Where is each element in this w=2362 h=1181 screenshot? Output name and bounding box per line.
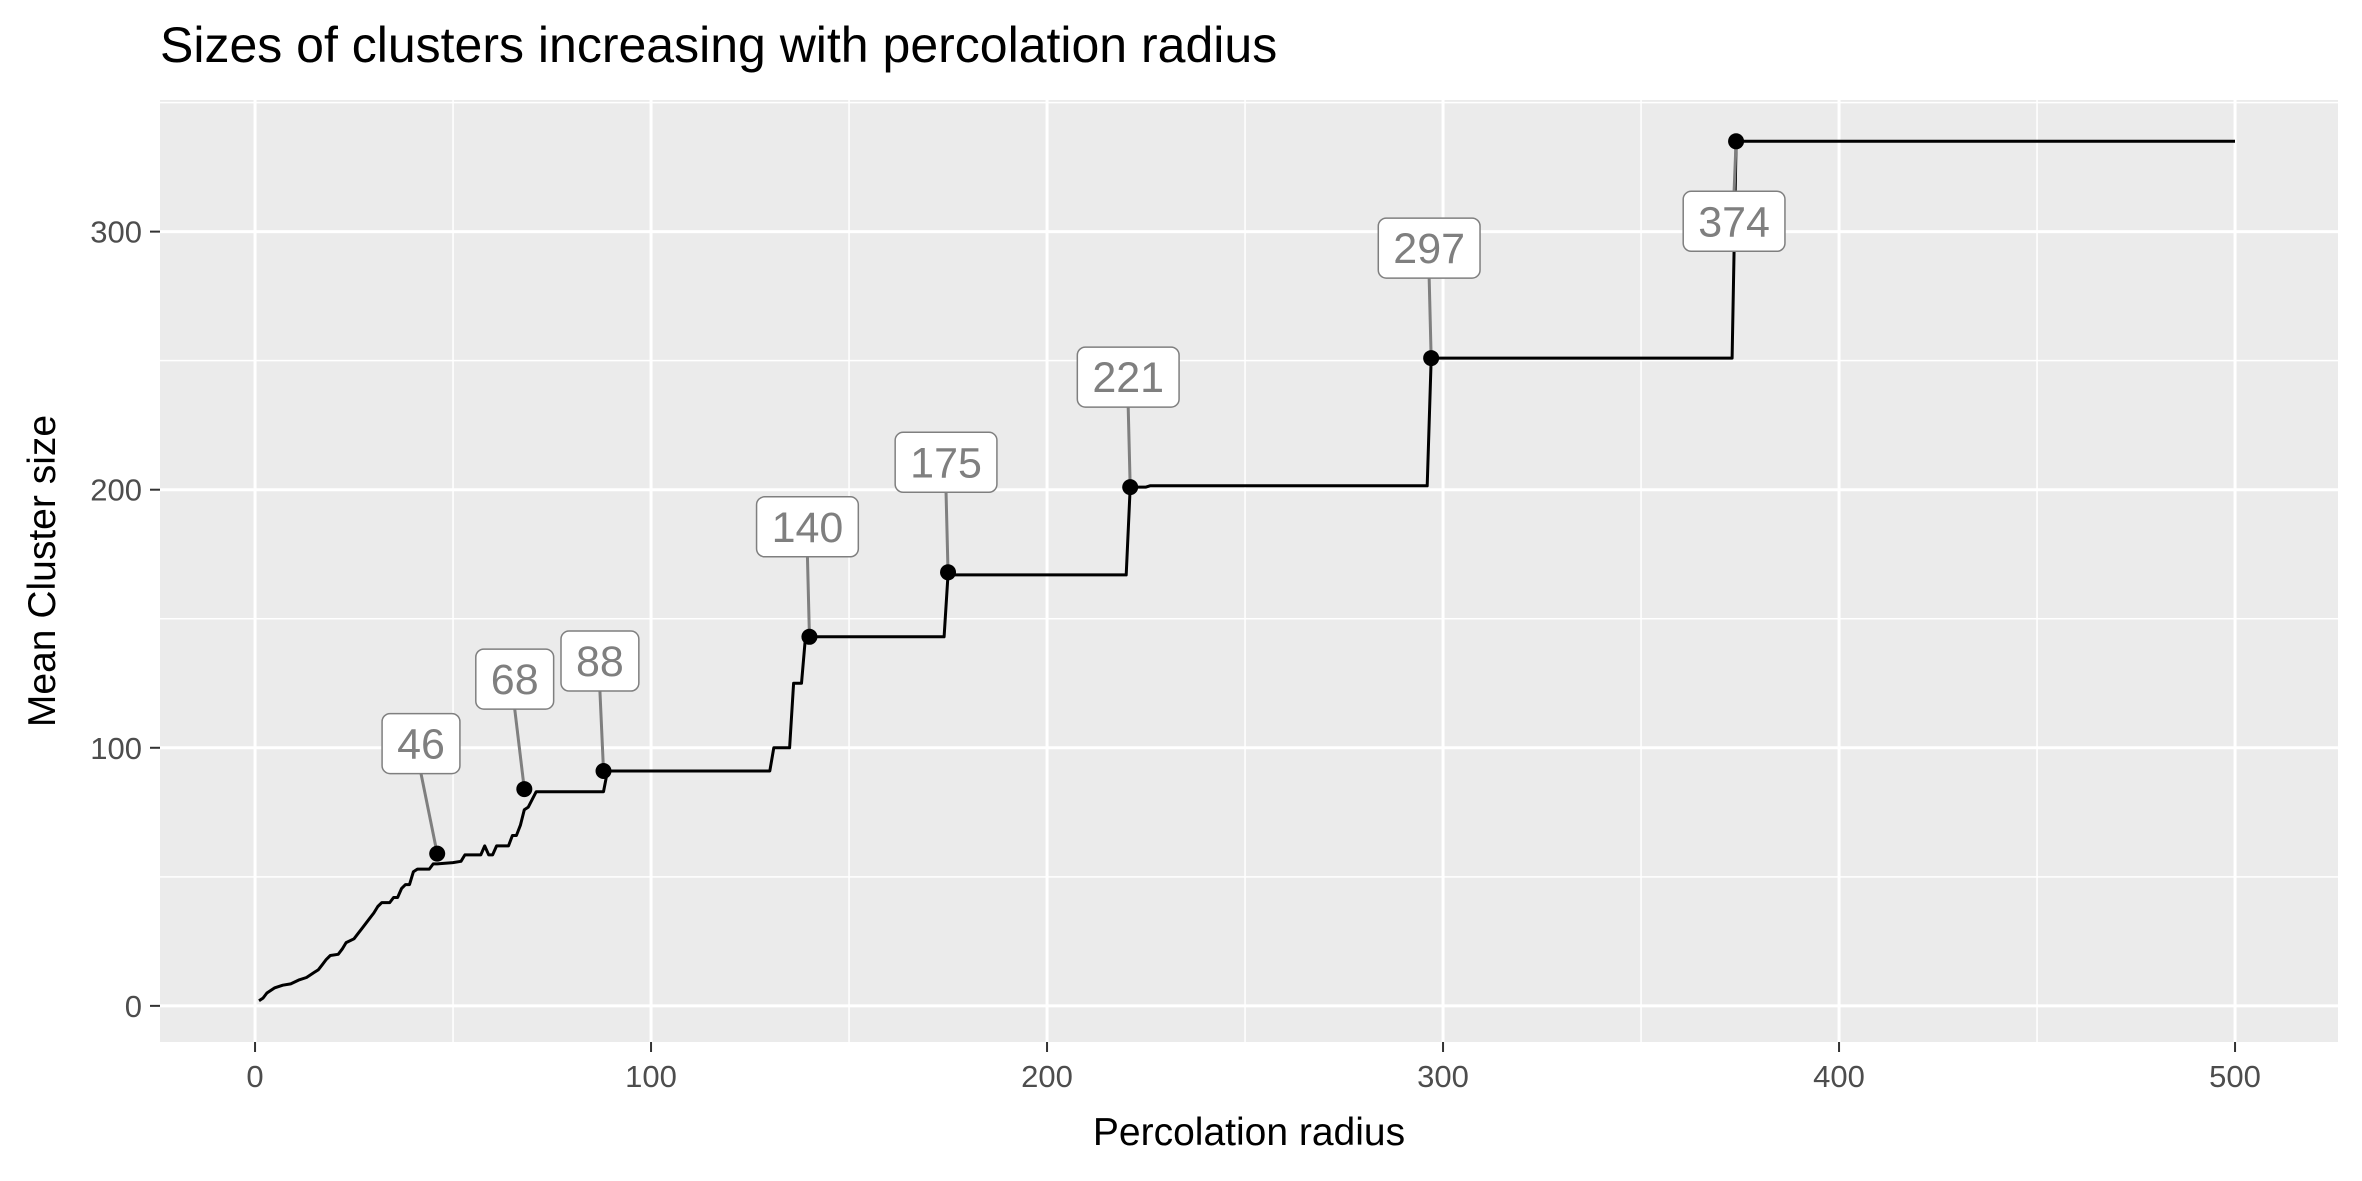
data-point bbox=[1423, 350, 1440, 367]
y-tick-label: 300 bbox=[90, 215, 142, 250]
label-connector bbox=[944, 492, 950, 573]
data-point bbox=[1122, 479, 1139, 496]
label-connector bbox=[1732, 141, 1738, 192]
x-tick-label: 0 bbox=[246, 1059, 263, 1094]
label-connector bbox=[419, 773, 439, 854]
label-connector bbox=[598, 690, 606, 772]
data-point bbox=[516, 781, 533, 798]
annotation-label: 221 bbox=[1092, 354, 1164, 402]
annotation-label: 46 bbox=[397, 721, 445, 769]
grid bbox=[160, 100, 2338, 1042]
annotation-box bbox=[1682, 190, 1786, 253]
annotation-box bbox=[475, 648, 555, 710]
annotation-label: 175 bbox=[910, 439, 982, 487]
y-tick-label: 0 bbox=[125, 989, 142, 1024]
annotation-box bbox=[1076, 346, 1180, 408]
label-connector bbox=[1126, 407, 1132, 488]
label-connector bbox=[805, 556, 811, 637]
x-tick-label: 100 bbox=[625, 1059, 677, 1094]
y-tick-label: 200 bbox=[90, 473, 142, 508]
annotation-box bbox=[381, 712, 461, 775]
annotation-box bbox=[755, 496, 860, 558]
annotation-box bbox=[894, 431, 998, 494]
x-tick-label: 300 bbox=[1417, 1059, 1469, 1094]
annotation-label: 88 bbox=[576, 638, 624, 686]
data-point bbox=[801, 628, 818, 645]
x-tick-label: 400 bbox=[1813, 1059, 1865, 1094]
plot-panel bbox=[160, 100, 2338, 1042]
label-connector bbox=[513, 708, 526, 790]
annotation-label: 374 bbox=[1698, 198, 1770, 246]
data-point bbox=[940, 564, 957, 581]
annotation-box bbox=[1377, 217, 1481, 279]
data-point bbox=[429, 845, 446, 862]
annotation-label: 140 bbox=[772, 504, 844, 552]
axis-ticks: 0 100 200 300 400 500 0 100 200 300 bbox=[90, 215, 2261, 1094]
annotation-box bbox=[560, 630, 640, 692]
annotation-label: 68 bbox=[491, 656, 539, 704]
data-point bbox=[1728, 133, 1745, 150]
y-axis-title: Mean Cluster size bbox=[21, 415, 64, 727]
x-axis-title: Percolation radius bbox=[1093, 1111, 1405, 1154]
label-connector bbox=[1427, 278, 1433, 359]
y-tick-label: 100 bbox=[90, 731, 142, 766]
chart-title: Sizes of clusters increasing with percol… bbox=[160, 17, 1277, 73]
x-tick-label: 200 bbox=[1021, 1059, 1073, 1094]
annotation-labels: 46 68 88 140 175 221 297 374 bbox=[381, 133, 1786, 862]
annotation-label: 297 bbox=[1393, 225, 1465, 273]
x-tick-label: 500 bbox=[2209, 1059, 2261, 1094]
data-point bbox=[595, 763, 612, 780]
